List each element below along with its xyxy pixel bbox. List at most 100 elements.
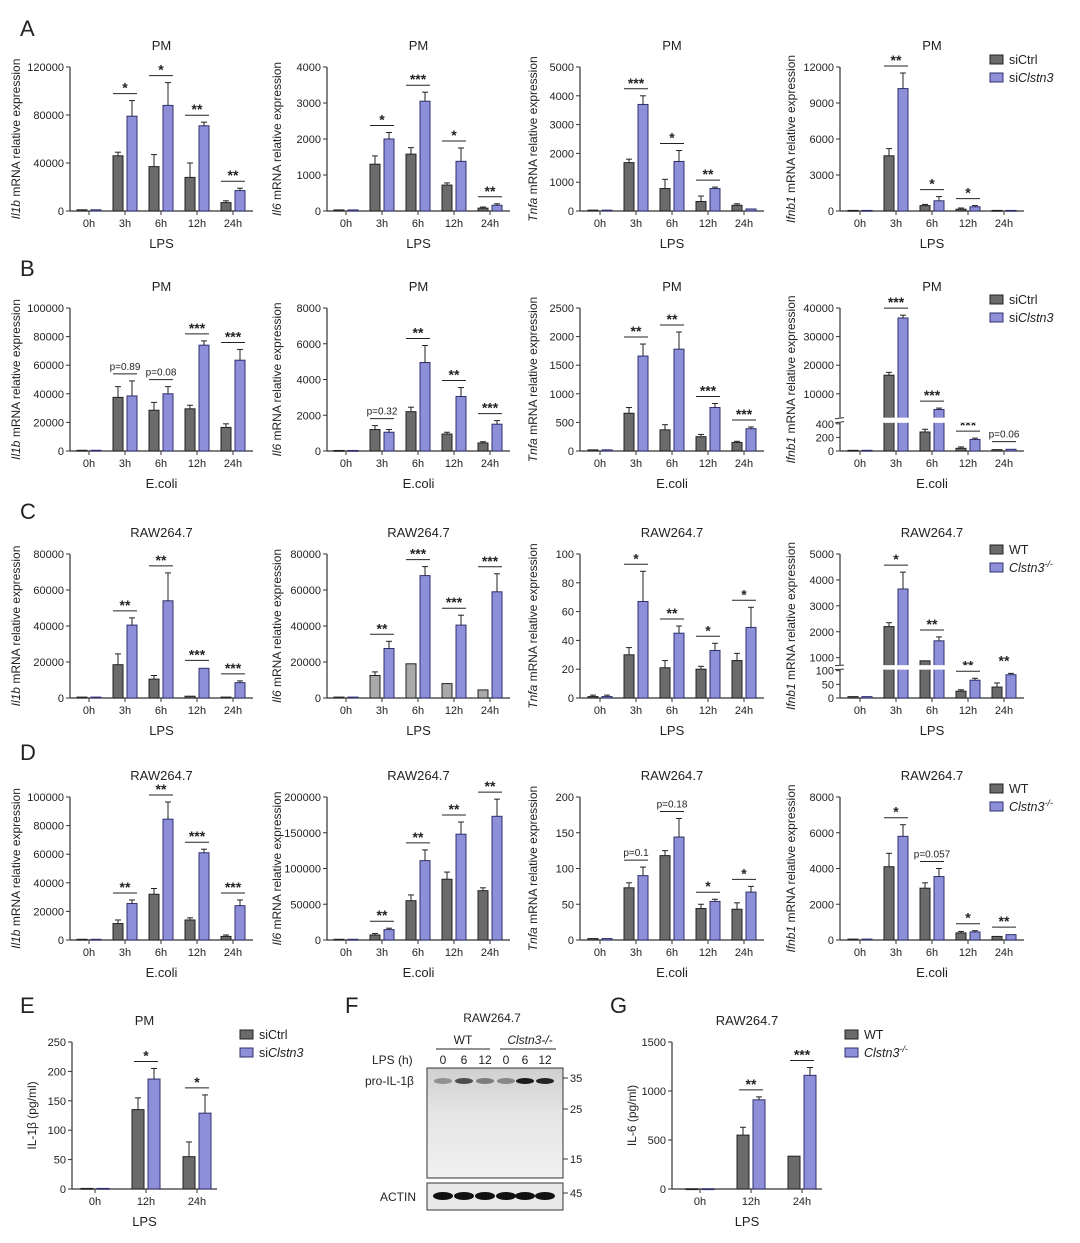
x-axis-title: LPS bbox=[406, 723, 431, 738]
y-tick-label: 100 bbox=[556, 549, 574, 561]
y-tick-label: 1000 bbox=[810, 653, 834, 665]
bar-knockdown-24h bbox=[803, 1074, 817, 1190]
legend-label: siClstn3 bbox=[1009, 71, 1054, 85]
y-tick-label: 80 bbox=[562, 578, 574, 590]
y-tick-label: 30000 bbox=[803, 332, 834, 344]
legend-swatch bbox=[989, 54, 1004, 65]
x-axis-title: E.coli bbox=[656, 965, 688, 980]
bar-knockdown-12h bbox=[147, 1078, 161, 1190]
bar-control-6h bbox=[405, 900, 417, 941]
bar-control-6h bbox=[148, 893, 160, 941]
x-tick-label: 3h bbox=[376, 947, 388, 959]
band-pro-il1b bbox=[476, 1078, 494, 1084]
chart-title: RAW264.7 bbox=[387, 768, 449, 783]
y-tick-label: 80000 bbox=[290, 549, 321, 561]
panel-label-b: B bbox=[20, 256, 35, 281]
blot-group-knockout: Clstn3-/- bbox=[507, 1033, 552, 1047]
bar-knockdown-0h bbox=[90, 209, 102, 212]
y-tick-label: 12000 bbox=[803, 62, 834, 74]
y-tick-label: 8000 bbox=[297, 303, 321, 315]
bar-knockdown-12h bbox=[709, 407, 721, 452]
chart-panel-a-il1b: PM Il1b mRNA relative expression 0 40000 800… bbox=[9, 38, 253, 251]
legend-label: Clstn3-/- bbox=[1009, 798, 1053, 814]
y-axis-label: Tnfa mRNA relative expression bbox=[526, 543, 540, 708]
y-tick-label: 6000 bbox=[810, 828, 834, 840]
y-tick-label: 2000 bbox=[297, 134, 321, 146]
legend-label: WT bbox=[864, 1028, 884, 1042]
bar-control-3h bbox=[883, 626, 895, 699]
significance-label: * bbox=[158, 62, 164, 78]
bar-knockdown-12h bbox=[455, 160, 467, 212]
x-tick-label: 0h bbox=[83, 947, 95, 959]
y-tick-label: 20000 bbox=[803, 360, 834, 372]
x-tick-label: 6h bbox=[926, 947, 938, 959]
x-tick-label: 24h bbox=[995, 705, 1013, 717]
y-axis-label: Il1b mRNA relative expression bbox=[9, 299, 23, 460]
x-tick-label: 12h bbox=[959, 947, 977, 959]
significance-label: * bbox=[893, 551, 899, 567]
x-tick-label: 0h bbox=[340, 218, 352, 230]
y-tick-label: 60000 bbox=[33, 849, 64, 861]
significance-label: p=0.1 bbox=[623, 848, 649, 859]
y-axis-label-gene: Tnfa bbox=[526, 684, 540, 708]
y-axis-label-gene: Tnfa bbox=[526, 438, 540, 462]
y-tick-label: 0 bbox=[58, 935, 64, 947]
bar-control-0h bbox=[685, 1188, 699, 1191]
significance-label: ** bbox=[449, 801, 460, 817]
y-axis-label-gene: Il6 bbox=[270, 444, 284, 457]
bar-control-6h bbox=[148, 678, 160, 699]
x-axis-title: LPS bbox=[920, 723, 945, 738]
band-actin bbox=[496, 1192, 516, 1200]
significance-label: ** bbox=[377, 907, 388, 923]
y-axis-label-gene: Il1b bbox=[9, 200, 23, 220]
x-tick-label: 12h bbox=[188, 947, 206, 959]
significance-label: ** bbox=[999, 913, 1010, 929]
x-tick-label: 12h bbox=[445, 218, 463, 230]
panel-label-g: G bbox=[610, 993, 627, 1018]
y-tick-label: 80000 bbox=[33, 549, 64, 561]
y-axis-label: Il1b mRNA relative expression bbox=[9, 546, 23, 707]
y-axis-label-gene: Il6 bbox=[270, 933, 284, 946]
y-tick-label: 0 bbox=[828, 693, 834, 705]
x-axis-title: E.coli bbox=[146, 965, 178, 980]
chart-title: PM bbox=[409, 38, 429, 53]
x-tick-label: 0h bbox=[594, 947, 606, 959]
y-tick-label: 0 bbox=[828, 206, 834, 218]
bar-knockdown-3h bbox=[637, 355, 649, 452]
significance-label: *** bbox=[225, 879, 242, 895]
x-tick-label: 6h bbox=[412, 705, 424, 717]
axis-break-mark bbox=[834, 421, 845, 424]
chart-title: PM bbox=[152, 38, 172, 53]
panel-label-c: C bbox=[20, 499, 36, 524]
marker-label-kda: 45 bbox=[570, 1188, 582, 1200]
bar-knockdown-6h bbox=[933, 876, 945, 941]
bar-control-6h bbox=[405, 153, 417, 212]
x-tick-label: 3h bbox=[890, 458, 902, 470]
y-tick-label: 50 bbox=[562, 899, 574, 911]
y-tick-label: 40000 bbox=[33, 389, 64, 401]
y-axis-label: IL-6 (pg/ml) bbox=[625, 1085, 639, 1146]
y-axis-label-text: mRNA relative expression bbox=[784, 784, 798, 925]
bar-control-24h bbox=[731, 660, 743, 699]
significance-label: ** bbox=[156, 552, 167, 568]
panel-label-d: D bbox=[20, 740, 36, 765]
y-tick-label: 100000 bbox=[284, 864, 321, 876]
bar-knockdown-24h bbox=[491, 423, 503, 452]
y-tick-label: 50 bbox=[54, 1155, 66, 1167]
bar-control-3h bbox=[112, 923, 124, 941]
bar-knockdown-0h bbox=[90, 449, 102, 452]
bar-control-12h bbox=[184, 919, 196, 941]
x-tick-label: 12h bbox=[445, 705, 463, 717]
x-tick-label: 3h bbox=[630, 218, 642, 230]
bar-control-12h bbox=[695, 668, 707, 699]
significance-label: * bbox=[633, 550, 639, 566]
bar-knockdown-6h bbox=[162, 600, 174, 699]
chart-title: RAW264.7 bbox=[901, 768, 963, 783]
significance-label: p=0.08 bbox=[146, 368, 177, 379]
x-tick-label: 3h bbox=[376, 218, 388, 230]
significance-label: *** bbox=[225, 660, 242, 676]
bar-control-24h bbox=[991, 209, 1003, 212]
x-tick-label: 24h bbox=[224, 705, 242, 717]
x-tick-label: 24h bbox=[793, 1196, 811, 1208]
x-tick-label: 6h bbox=[155, 705, 167, 717]
